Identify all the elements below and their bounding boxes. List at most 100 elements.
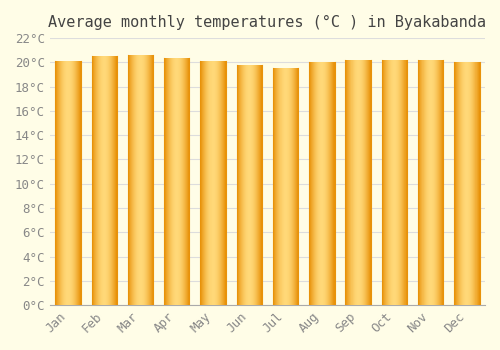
Bar xyxy=(399,60,400,305)
Bar xyxy=(350,60,351,305)
Title: Average monthly temperatures (°C ) in Byakabanda: Average monthly temperatures (°C ) in By… xyxy=(48,15,486,30)
Bar xyxy=(109,56,110,305)
Bar xyxy=(289,69,290,305)
Bar xyxy=(327,62,328,305)
Bar xyxy=(72,61,73,305)
Bar xyxy=(256,65,257,305)
Bar xyxy=(96,56,97,305)
Bar xyxy=(438,60,439,305)
Bar xyxy=(182,57,183,305)
Bar xyxy=(442,60,443,305)
Bar xyxy=(245,65,246,305)
Bar xyxy=(254,65,255,305)
Bar xyxy=(78,61,79,305)
Bar xyxy=(367,60,368,305)
Bar xyxy=(140,55,141,305)
Bar xyxy=(214,61,215,305)
Bar xyxy=(79,61,80,305)
Bar xyxy=(431,60,432,305)
Bar xyxy=(66,61,67,305)
Bar xyxy=(174,57,176,305)
Bar xyxy=(458,62,459,305)
Bar xyxy=(205,61,206,305)
Bar xyxy=(404,60,405,305)
Bar xyxy=(402,60,403,305)
Bar xyxy=(401,60,402,305)
Bar xyxy=(115,56,116,305)
Bar xyxy=(74,61,75,305)
Bar xyxy=(134,55,135,305)
Bar xyxy=(275,69,276,305)
Bar xyxy=(406,60,407,305)
Bar xyxy=(248,65,249,305)
Bar xyxy=(238,65,239,305)
Bar xyxy=(188,57,189,305)
Bar xyxy=(142,55,143,305)
Bar xyxy=(210,61,211,305)
Bar xyxy=(403,60,404,305)
Bar xyxy=(280,69,281,305)
Bar xyxy=(94,56,95,305)
Bar xyxy=(466,62,467,305)
Bar xyxy=(253,65,254,305)
Bar xyxy=(149,55,150,305)
Bar xyxy=(106,56,107,305)
Bar xyxy=(136,55,137,305)
Bar xyxy=(383,60,384,305)
Bar xyxy=(456,62,457,305)
Bar xyxy=(284,69,285,305)
Bar xyxy=(419,60,420,305)
Bar xyxy=(224,61,226,305)
Bar xyxy=(258,65,259,305)
Bar xyxy=(148,55,149,305)
Bar xyxy=(277,69,278,305)
Bar xyxy=(221,61,222,305)
Bar xyxy=(176,57,177,305)
Bar xyxy=(244,65,246,305)
Bar xyxy=(100,56,101,305)
Bar xyxy=(287,69,288,305)
Bar xyxy=(95,56,96,305)
Bar xyxy=(356,60,357,305)
Bar xyxy=(200,61,201,305)
Bar xyxy=(212,61,213,305)
Bar xyxy=(98,56,99,305)
Bar xyxy=(472,62,473,305)
Bar xyxy=(316,62,318,305)
Bar xyxy=(103,56,104,305)
Bar xyxy=(326,62,327,305)
Bar xyxy=(455,62,456,305)
Bar xyxy=(180,57,181,305)
Bar xyxy=(424,60,425,305)
Bar xyxy=(321,62,322,305)
Bar xyxy=(247,65,248,305)
Bar xyxy=(168,57,169,305)
Bar xyxy=(204,61,205,305)
Bar xyxy=(314,62,316,305)
Bar xyxy=(222,61,223,305)
Bar xyxy=(273,69,274,305)
Bar xyxy=(93,56,94,305)
Bar xyxy=(421,60,422,305)
Bar xyxy=(286,69,287,305)
Bar xyxy=(218,61,219,305)
Bar xyxy=(71,61,72,305)
Bar xyxy=(331,62,332,305)
Bar xyxy=(244,65,245,305)
Bar xyxy=(68,61,69,305)
Bar xyxy=(252,65,253,305)
Bar xyxy=(211,61,212,305)
Bar xyxy=(427,60,428,305)
Bar xyxy=(260,65,261,305)
Bar xyxy=(257,65,258,305)
Bar xyxy=(282,69,283,305)
Bar xyxy=(348,60,349,305)
Bar xyxy=(208,61,209,305)
Bar xyxy=(174,57,175,305)
Bar xyxy=(131,55,132,305)
Bar xyxy=(475,62,476,305)
Bar xyxy=(183,57,184,305)
Bar xyxy=(436,60,437,305)
Bar xyxy=(259,65,260,305)
Bar xyxy=(315,62,316,305)
